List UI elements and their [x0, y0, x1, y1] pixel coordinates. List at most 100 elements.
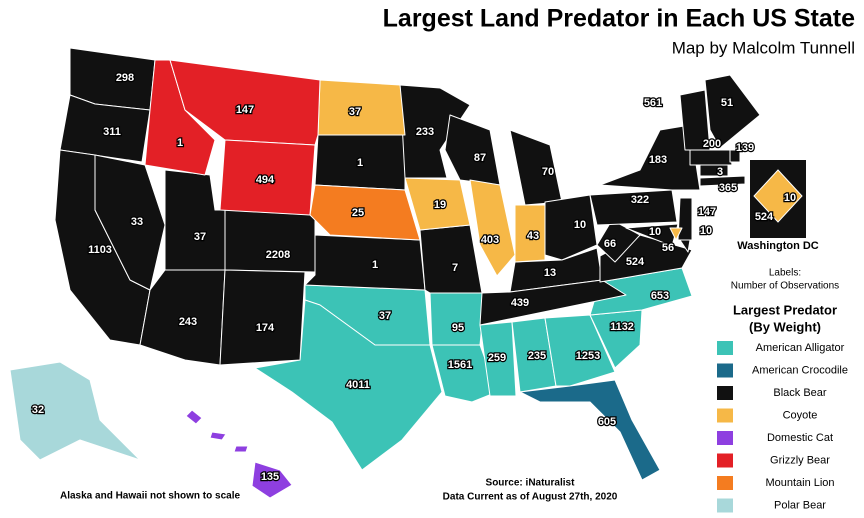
region [514, 204, 546, 263]
region [254, 299, 443, 471]
observation-count: 7 [452, 262, 458, 274]
observation-count: 66 [604, 238, 616, 250]
observation-count: 653 [651, 290, 669, 302]
observation-count: 561 [644, 97, 662, 109]
region [689, 149, 733, 166]
regions [9, 47, 761, 499]
observation-count: 298 [116, 72, 134, 84]
observation-count: 183 [649, 154, 667, 166]
observation-count: 403 [481, 234, 499, 246]
region [699, 164, 729, 177]
region [219, 269, 306, 366]
legend-title: (By Weight) [749, 319, 821, 334]
legend-swatch [717, 476, 733, 490]
region [677, 197, 693, 241]
observation-count: 147 [236, 104, 254, 116]
observation-count: 494 [256, 174, 275, 186]
observation-count: 10 [649, 226, 661, 238]
observation-count: 1 [357, 157, 363, 169]
observation-count: 311 [103, 126, 121, 138]
legend-label: Grizzly Bear [770, 454, 830, 466]
region [185, 409, 293, 499]
legend-label: Polar Bear [774, 499, 826, 511]
observation-count: 243 [179, 316, 197, 328]
region [419, 224, 483, 294]
observation-count: 33 [131, 216, 143, 228]
observation-count: 70 [542, 166, 554, 178]
region [729, 149, 741, 163]
region [431, 344, 498, 403]
observation-count: 19 [434, 199, 446, 211]
dc-shape [753, 169, 803, 223]
observation-count: 37 [349, 106, 361, 118]
observation-count: 56 [662, 242, 674, 254]
legend-swatch [717, 431, 733, 445]
legend-swatch [717, 341, 733, 355]
observation-count: 2208 [266, 249, 290, 261]
observation-count: 135 [261, 471, 279, 483]
labels-note: Labels: [769, 268, 801, 279]
region [317, 79, 406, 136]
observation-count: 259 [488, 352, 506, 364]
observation-count: 1253 [576, 350, 600, 362]
legend-label: American Crocodile [752, 364, 848, 376]
observation-count: 32 [32, 404, 44, 416]
observation-count: 87 [474, 152, 486, 164]
region [469, 179, 516, 277]
legend-label: Domestic Cat [767, 432, 833, 444]
region [544, 314, 616, 387]
observation-count: 37 [194, 231, 206, 243]
legend-label: Black Bear [773, 387, 827, 399]
subtitle: Map by Malcolm Tunnell [672, 38, 855, 57]
observation-count: 10 [700, 225, 712, 237]
region [479, 321, 517, 397]
observation-count: 139 [736, 142, 754, 154]
observation-count: 605 [598, 416, 616, 428]
labels-note: Number of Observations [731, 281, 839, 292]
region [429, 291, 486, 346]
legend-label: Mountain Lion [765, 477, 834, 489]
legend-swatch [717, 386, 733, 400]
region [589, 189, 678, 226]
inset-title: Washington DC [737, 240, 819, 252]
region [164, 169, 226, 271]
region [404, 177, 471, 231]
observation-count: 4011 [346, 379, 370, 391]
legend-swatch [717, 408, 733, 423]
observation-count: 1132 [610, 321, 634, 333]
observation-count: 13 [544, 267, 556, 279]
observation-count: 200 [703, 138, 721, 150]
region [59, 94, 151, 163]
observation-count: 1 [372, 259, 378, 271]
region [596, 219, 641, 263]
observation-count: 10 [574, 219, 586, 231]
observation-count: 51 [721, 97, 733, 109]
observation-count: 365 [719, 182, 737, 194]
legend-swatch [717, 363, 733, 378]
inset-count: 10 [784, 192, 796, 204]
observation-count: 524 [626, 256, 645, 268]
region [519, 379, 661, 481]
region [304, 234, 426, 291]
region [479, 279, 627, 326]
observation-count: 147 [698, 206, 716, 218]
legend-label: American Alligator [756, 342, 845, 354]
title: Largest Land Predator in Each US State [383, 5, 855, 33]
region [704, 74, 761, 149]
legend-swatch [717, 453, 733, 468]
region [444, 114, 501, 186]
observation-count: 3 [717, 166, 723, 178]
observation-count: 174 [256, 322, 275, 334]
observation-count: 233 [416, 126, 434, 138]
observation-count: 322 [631, 194, 649, 206]
observation-count: 1103 [88, 244, 112, 256]
inset-count: 524 [755, 211, 774, 223]
source: Source: iNaturalist [486, 478, 576, 489]
region [679, 239, 691, 253]
observation-count: 1561 [448, 359, 472, 371]
observation-count: 25 [352, 207, 364, 219]
observation-count: 439 [511, 297, 529, 309]
observation-count: 95 [452, 322, 464, 334]
